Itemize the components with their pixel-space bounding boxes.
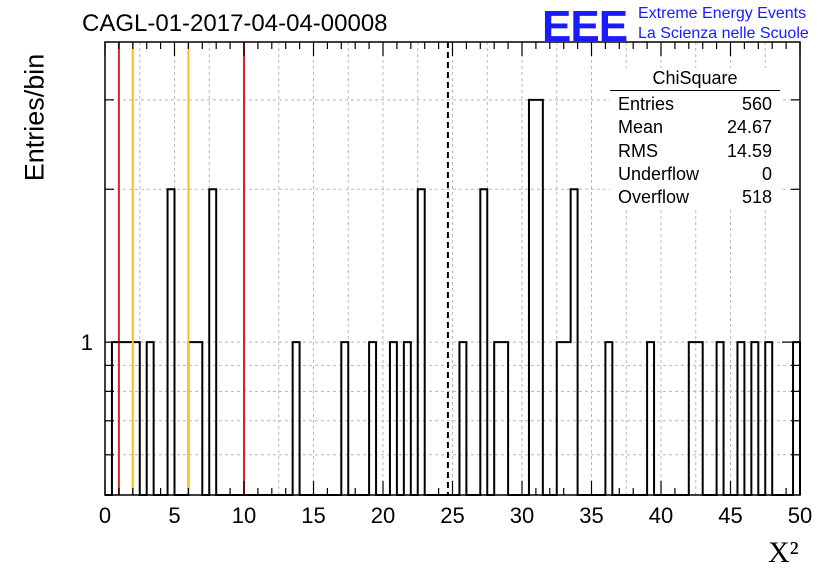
stats-label: Underflow	[618, 163, 700, 184]
logo-line-1: Extreme Energy Events	[638, 5, 807, 22]
x-tick-label: 10	[232, 503, 256, 528]
stats-value: 14.59	[726, 140, 772, 161]
x-tick-label: 20	[371, 503, 395, 528]
x-tick-label: 0	[99, 503, 111, 528]
stats-box: ChiSquare Entries 560 Mean 24.67 RMS 14.59 …	[610, 68, 780, 210]
stats-label: Entries	[618, 94, 675, 114]
x-tick-label: 15	[301, 503, 325, 528]
x-tick-label: 30	[510, 503, 534, 528]
stats-value: 0	[761, 163, 772, 184]
eee-logo: EEE	[542, 2, 628, 51]
stats-row-entries: Entries 560	[610, 93, 780, 116]
stats-row-overflow: Overflow 518	[610, 186, 780, 209]
x-tick-label: 35	[579, 503, 603, 528]
stats-label: RMS	[618, 140, 658, 161]
stats-value: 24.67	[726, 117, 772, 138]
x-tick-label: 5	[168, 503, 180, 528]
stats-box-name: ChiSquare	[610, 68, 780, 91]
x-axis-label: X²	[768, 536, 799, 569]
stats-label: Mean	[618, 117, 664, 138]
chart-title: CAGL-01-2017-04-04-00008	[82, 10, 388, 37]
histogram-bar	[529, 100, 536, 495]
y-axis-label: Entries/bin	[19, 53, 50, 182]
logo-line-2: La Scienza nelle Scuole	[638, 25, 809, 42]
x-tick-label: 50	[788, 503, 812, 528]
stats-row-mean: Mean 24.67	[610, 116, 780, 139]
stats-row-rms: RMS 14.59	[610, 140, 780, 163]
x-tick-label: 25	[440, 503, 464, 528]
y-tick-label: 1	[81, 330, 93, 355]
stats-label: Overflow	[618, 187, 690, 208]
x-tick-label: 40	[649, 503, 673, 528]
x-tick-label: 45	[718, 503, 742, 528]
stats-value: 560	[741, 94, 772, 114]
stats-value: 518	[741, 187, 772, 208]
histogram-bar	[536, 100, 543, 495]
histogram-outline	[105, 98, 801, 496]
stats-row-underflow: Underflow 0	[610, 163, 780, 186]
